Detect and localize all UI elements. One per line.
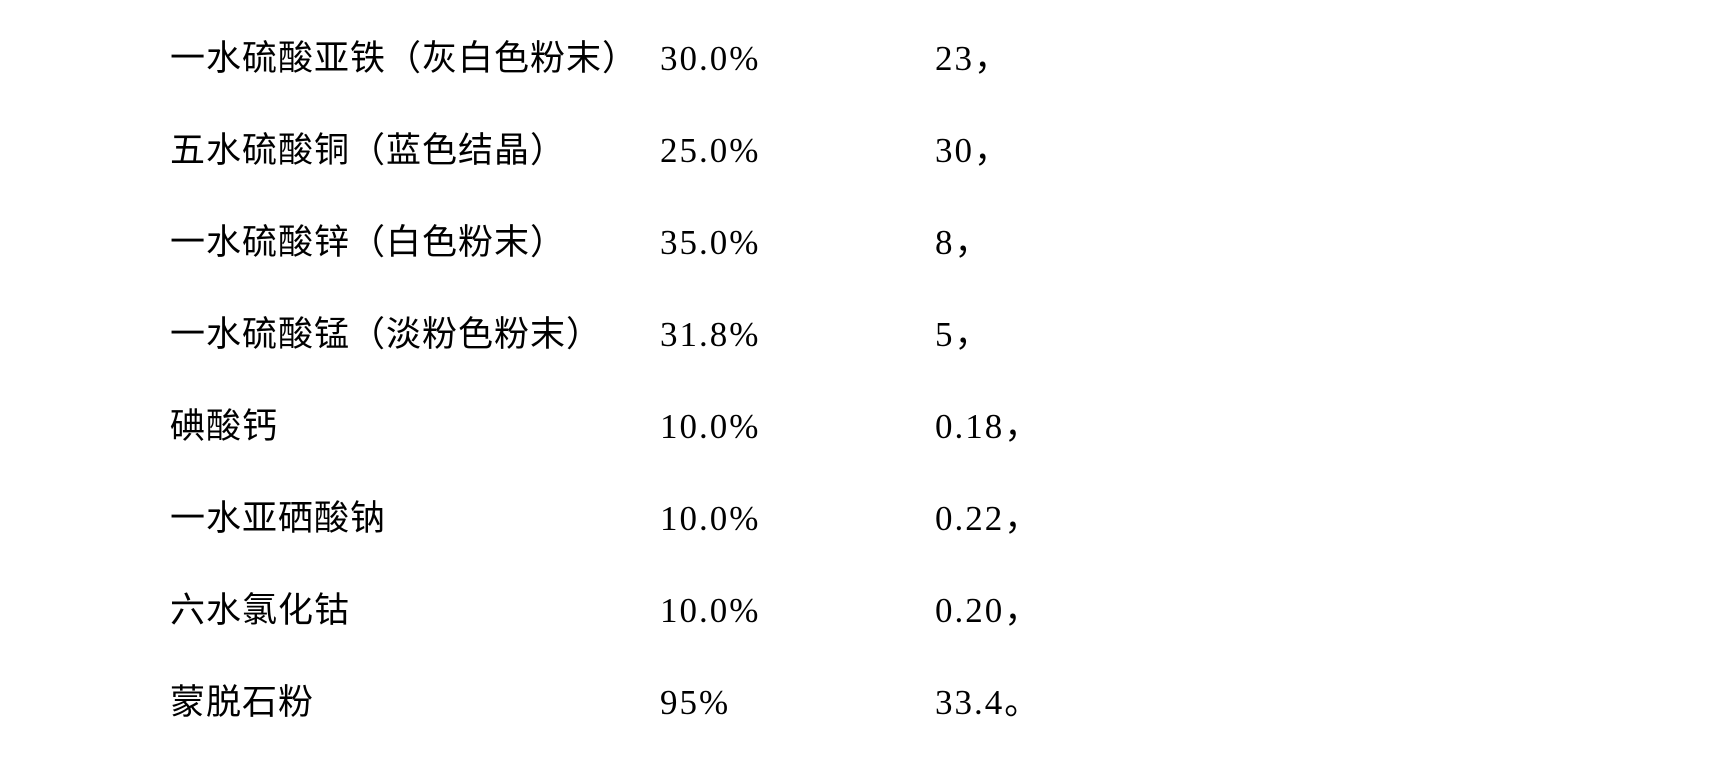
ingredient-value: 30， [935,122,1011,173]
ingredient-percent: 10.0% [660,499,935,539]
ingredient-percent: 30.0% [660,39,935,79]
ingredient-name: 一水硫酸锰（淡粉色粉末） [170,306,660,357]
ingredient-name: 一水硫酸亚铁（灰白色粉末） [170,30,660,81]
ingredient-value: 0.22， [935,490,1041,541]
ingredient-value: 23， [935,30,1011,81]
table-row: 六水氯化钴 10.0% 0.20， [170,582,1730,674]
ingredient-value: 33.4。 [935,674,1041,725]
table-row: 碘酸钙 10.0% 0.18， [170,398,1730,490]
ingredient-percent: 10.0% [660,407,935,447]
ingredient-value: 0.18， [935,398,1041,449]
ingredient-name: 五水硫酸铜（蓝色结晶） [170,122,660,173]
ingredient-name: 碘酸钙 [170,398,660,449]
table-row: 一水硫酸锌（白色粉末） 35.0% 8， [170,214,1730,306]
ingredient-value: 0.20， [935,582,1041,633]
table-row: 一水硫酸亚铁（灰白色粉末） 30.0% 23， [170,30,1730,122]
ingredient-percent: 25.0% [660,131,935,171]
ingredient-name: 蒙脱石粉 [170,674,660,725]
ingredient-percent: 35.0% [660,223,935,263]
ingredient-value: 8， [935,214,992,265]
table-row: 一水硫酸锰（淡粉色粉末） 31.8% 5， [170,306,1730,398]
ingredients-table: 一水硫酸亚铁（灰白色粉末） 30.0% 23， 五水硫酸铜（蓝色结晶） 25.0… [170,30,1730,766]
table-row: 一水亚硒酸钠 10.0% 0.22， [170,490,1730,582]
ingredient-percent: 10.0% [660,591,935,631]
ingredient-name: 六水氯化钴 [170,582,660,633]
table-row: 五水硫酸铜（蓝色结晶） 25.0% 30， [170,122,1730,214]
table-row: 蒙脱石粉 95% 33.4。 [170,674,1730,766]
ingredient-value: 5， [935,306,992,357]
ingredient-name: 一水硫酸锌（白色粉末） [170,214,660,265]
ingredient-name: 一水亚硒酸钠 [170,490,660,541]
ingredient-percent: 95% [660,683,935,723]
ingredient-percent: 31.8% [660,315,935,355]
